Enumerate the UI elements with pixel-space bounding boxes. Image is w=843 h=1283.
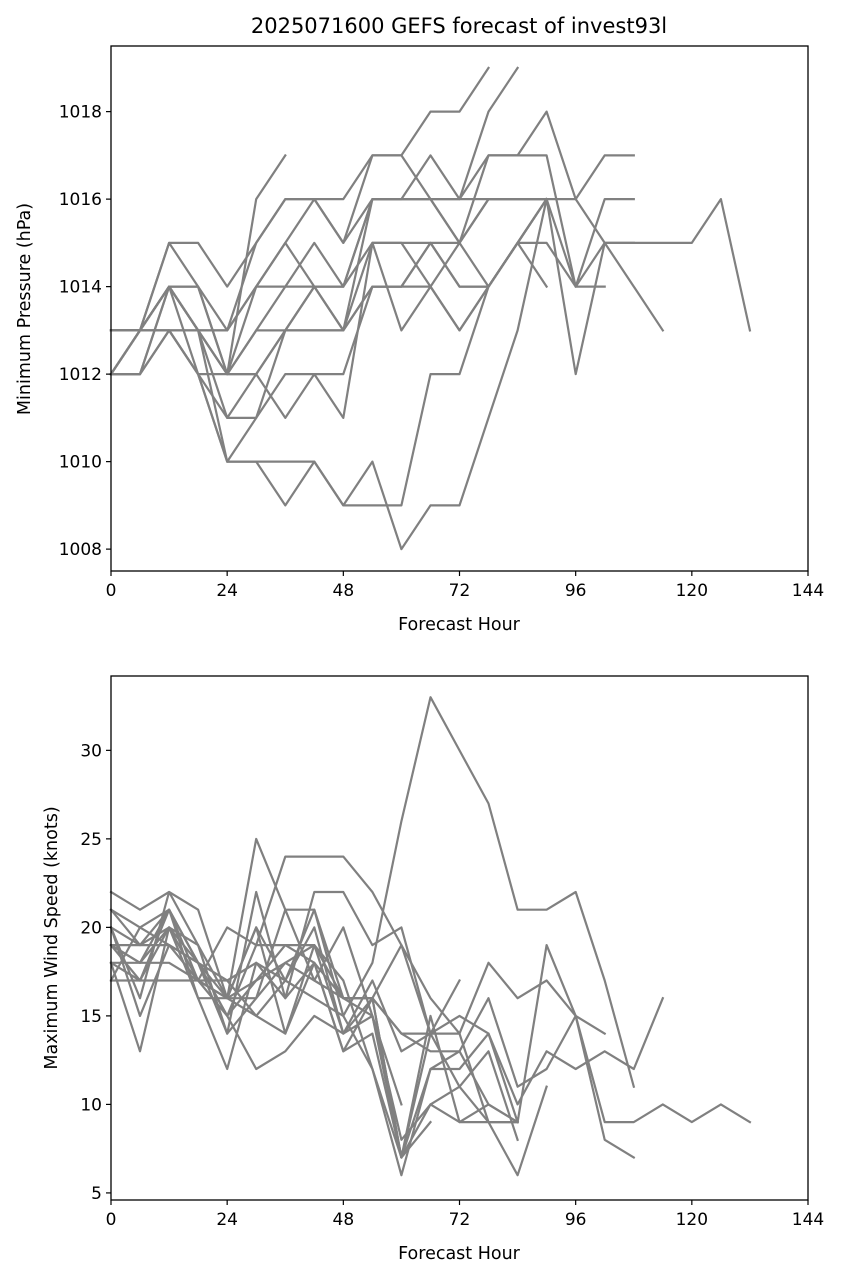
wind-x-tick-label: 144 [792,1210,824,1230]
wind-member-line-3 [109,890,665,1106]
pressure-x-tick-label: 0 [106,581,117,601]
wind-y-tick-label: 5 [91,1184,102,1204]
pressure-x-tick-label: 24 [216,581,238,601]
wind-member-line-4 [109,908,607,1088]
wind-y-axis-label: Maximum Wind Speed (knots) [42,806,62,1069]
wind-y-tick-label: 20 [80,918,102,938]
wind-member-line-7 [109,908,432,1053]
wind-member-line-1 [109,696,636,1089]
wind-y-tick-label: 25 [80,830,102,850]
pressure-x-tick-label: 96 [565,581,587,601]
pressure-series-layer [109,66,752,551]
pressure-tick-layer: 0 24 48 72 96 120 144 1008 1010 1012 1014 1016 1018 [59,103,824,601]
pressure-y-tick-label: 1018 [59,103,102,123]
wind-x-tick-label: 96 [565,1210,587,1230]
wind-x-tick-label: 120 [676,1210,708,1230]
wind-x-tick-label: 72 [449,1210,471,1230]
wind-member-line-10 [109,926,520,1177]
wind-member-line-15 [109,908,433,1159]
pressure-member-line-10 [109,241,606,376]
chart-title: 2025071600 GEFS forecast of invest93l [251,14,667,38]
wind-x-tick-label: 48 [333,1210,355,1230]
wind-y-tick-label: 15 [80,1007,102,1027]
wind-tick-layer: 0 24 48 72 96 120 144 5 10 15 20 25 30 [80,741,824,1230]
pressure-y-tick-label: 1014 [59,278,102,298]
wind-axes-frame [110,675,809,1201]
pressure-y-tick-label: 1010 [59,453,102,473]
wind-member-line-14 [109,908,519,1124]
wind-panel: 0 24 48 72 96 120 144 5 10 15 20 25 30 Forecast Hour… [42,675,824,1264]
pressure-x-tick-label: 72 [449,581,471,601]
pressure-y-tick-label: 1016 [59,190,102,210]
wind-x-tick-label: 24 [216,1210,238,1230]
wind-member-line-12 [109,961,520,1159]
pressure-member-line-13 [109,197,549,419]
pressure-axes-frame [110,45,809,572]
pressure-y-tick-label: 1012 [59,365,102,385]
pressure-x-tick-label: 144 [792,581,824,601]
wind-y-tick-label: 30 [80,741,102,761]
pressure-panel: 2025071600 GEFS forecast of invest93l 0 2… [15,14,824,635]
pressure-y-tick-label: 1008 [59,540,102,560]
pressure-x-tick-label: 48 [333,581,355,601]
pressure-member-line-15 [109,197,549,507]
wind-x-tick-label: 0 [106,1210,117,1230]
wind-series-layer [109,696,752,1177]
pressure-x-axis-label: Forecast Hour [398,615,521,635]
pressure-x-tick-label: 120 [676,581,708,601]
wind-y-tick-label: 10 [80,1095,102,1115]
wind-x-axis-label: Forecast Hour [398,1244,521,1264]
wind-member-line-11 [109,926,519,1142]
pressure-y-axis-label: Minimum Pressure (hPa) [15,203,35,415]
